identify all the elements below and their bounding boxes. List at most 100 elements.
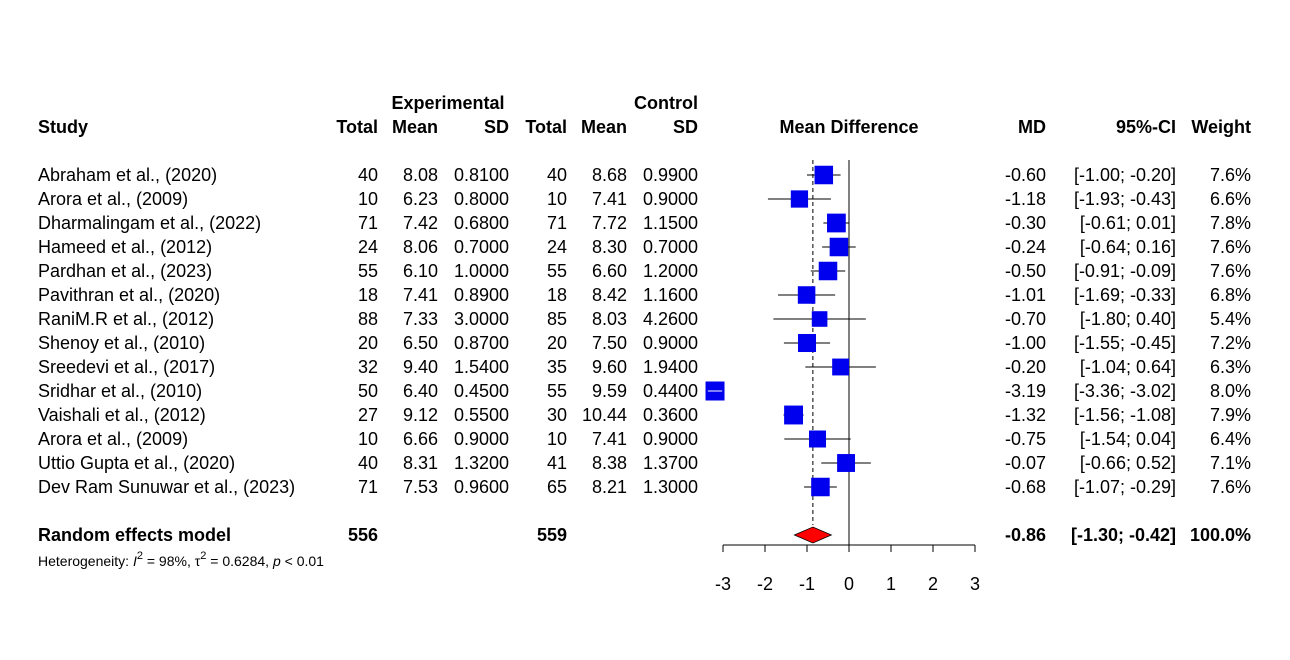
exp-total-cell: 18 — [358, 285, 378, 305]
table-row: RaniM.R et al., (2012) 88 7.33 3.0000 85 8.03… — [38, 309, 1251, 329]
effect-square — [809, 430, 826, 448]
effect-square — [827, 213, 846, 233]
md-cell: -0.50 — [1005, 261, 1046, 281]
effect-square — [790, 190, 809, 208]
exp-sd-cell: 0.4500 — [454, 381, 509, 401]
exp-sd-cell: 1.3200 — [454, 453, 509, 473]
ctrl-total-cell: 65 — [547, 477, 567, 497]
ci-cell: [-1.56; -1.08] — [1074, 405, 1176, 425]
exp-mean-cell: 6.23 — [403, 189, 438, 209]
study-name: RaniM.R et al., (2012) — [38, 309, 214, 329]
study-mark — [804, 477, 837, 497]
exp-mean-cell: 6.10 — [403, 261, 438, 281]
ctrl-total-cell: 71 — [547, 213, 567, 233]
study-name: Vaishali et al., (2012) — [38, 405, 206, 425]
ci-cell: [-1.04; 0.64] — [1080, 357, 1176, 377]
study-name: Shenoy et al., (2010) — [38, 333, 205, 353]
exp-total-cell: 40 — [358, 165, 378, 185]
md-cell: -0.68 — [1005, 477, 1046, 497]
exp-total-cell: 10 — [358, 189, 378, 209]
exp-sd-cell: 0.8700 — [454, 333, 509, 353]
ctrl-mean-cell: 8.30 — [592, 237, 627, 257]
weight-cell: 8.0% — [1210, 381, 1251, 401]
p-value: < 0.01 — [281, 553, 324, 569]
ci-cell: [-1.00; -0.20] — [1074, 165, 1176, 185]
heterogeneity-text: Heterogeneity: I2 = 98%, τ2 = 0.6284, p … — [38, 550, 324, 569]
summary-weight: 100.0% — [1190, 525, 1251, 545]
exp-mean-column-header: Mean — [392, 117, 438, 137]
ci-cell: [-0.91; -0.09] — [1074, 261, 1176, 281]
exp-mean-cell: 9.12 — [403, 405, 438, 425]
table-row: Hameed et al., (2012) 24 8.06 0.7000 24 8.30 0… — [38, 237, 1251, 257]
ctrl-sd-column-header: SD — [673, 117, 698, 137]
study-column-header: Study — [38, 117, 88, 137]
ctrl-mean-cell: 7.50 — [592, 333, 627, 353]
control-group-header: Control — [634, 93, 698, 113]
x-tick-label: -2 — [757, 574, 773, 594]
exp-sd-cell: 0.7000 — [454, 237, 509, 257]
p-symbol: p — [272, 553, 281, 569]
study-mark — [822, 237, 856, 257]
exp-mean-cell: 6.66 — [403, 429, 438, 449]
tau-value: = 0.6284, — [206, 553, 273, 569]
weight-cell: 7.6% — [1210, 237, 1251, 257]
ctrl-mean-cell: 9.59 — [592, 381, 627, 401]
ctrl-mean-cell: 8.03 — [592, 309, 627, 329]
ctrl-mean-cell: 7.72 — [592, 213, 627, 233]
i2-value: = 98%, — [143, 553, 195, 569]
md-cell: -1.32 — [1005, 405, 1046, 425]
weight-cell: 7.6% — [1210, 165, 1251, 185]
exp-total-cell: 71 — [358, 213, 378, 233]
table-row: Abraham et al., (2020) 40 8.08 0.8100 40 8.68… — [38, 165, 1251, 185]
ctrl-mean-column-header: Mean — [581, 117, 627, 137]
weight-cell: 7.6% — [1210, 477, 1251, 497]
exp-total-cell: 55 — [358, 261, 378, 281]
tau-symbol: τ — [195, 553, 201, 569]
exp-mean-cell: 9.40 — [403, 357, 438, 377]
study-mark — [823, 213, 850, 233]
effect-square — [784, 405, 804, 425]
exp-total-cell: 27 — [358, 405, 378, 425]
effect-square — [797, 286, 816, 304]
table-row: Vaishali et al., (2012) 27 9.12 0.5500 30 10.… — [38, 405, 1251, 425]
ci-column-header: 95%-CI — [1116, 117, 1176, 137]
study-name: Dev Ram Sunuwar et al., (2023) — [38, 477, 295, 497]
weight-cell: 7.2% — [1210, 333, 1251, 353]
md-cell: -1.00 — [1005, 333, 1046, 353]
summary-ci: [-1.30; -0.42] — [1071, 525, 1176, 545]
ctrl-sd-cell: 1.9400 — [643, 357, 698, 377]
study-name: Pavithran et al., (2020) — [38, 285, 220, 305]
study-name: Hameed et al., (2012) — [38, 237, 212, 257]
ctrl-total-cell: 20 — [547, 333, 567, 353]
ctrl-total-cell: 41 — [547, 453, 567, 473]
ci-cell: [-1.93; -0.43] — [1074, 189, 1176, 209]
ctrl-sd-cell: 0.4400 — [643, 381, 698, 401]
ctrl-sd-cell: 1.1500 — [643, 213, 698, 233]
ctrl-sd-cell: 1.3000 — [643, 477, 698, 497]
exp-sd-cell: 0.9600 — [454, 477, 509, 497]
mean-difference-column-header: Mean Difference — [779, 117, 918, 137]
heterogeneity-prefix: Heterogeneity: — [38, 553, 133, 569]
exp-sd-cell: 1.5400 — [454, 357, 509, 377]
exp-total-cell: 24 — [358, 237, 378, 257]
study-mark — [783, 333, 831, 353]
ctrl-total-cell: 40 — [547, 165, 567, 185]
ctrl-mean-cell: 8.68 — [592, 165, 627, 185]
md-cell: -0.07 — [1005, 453, 1046, 473]
exp-total-column-header: Total — [336, 117, 378, 137]
md-cell: -0.60 — [1005, 165, 1046, 185]
exp-sd-cell: 0.5500 — [454, 405, 509, 425]
experimental-group-header: Experimental — [391, 93, 504, 113]
ctrl-sd-cell: 0.9000 — [643, 333, 698, 353]
ctrl-total-cell: 30 — [547, 405, 567, 425]
study-mark — [783, 405, 804, 425]
ci-cell: [-1.07; -0.29] — [1074, 477, 1176, 497]
weight-cell: 6.6% — [1210, 189, 1251, 209]
ctrl-mean-cell: 8.42 — [592, 285, 627, 305]
table-row: Arora et al., (2009) 10 6.66 0.9000 10 7.41 0.… — [38, 429, 1251, 449]
weight-cell: 6.8% — [1210, 285, 1251, 305]
study-name: Abraham et al., (2020) — [38, 165, 217, 185]
x-axis: -3 -2 -1 0 1 2 3 — [715, 544, 980, 594]
study-mark — [767, 190, 831, 208]
